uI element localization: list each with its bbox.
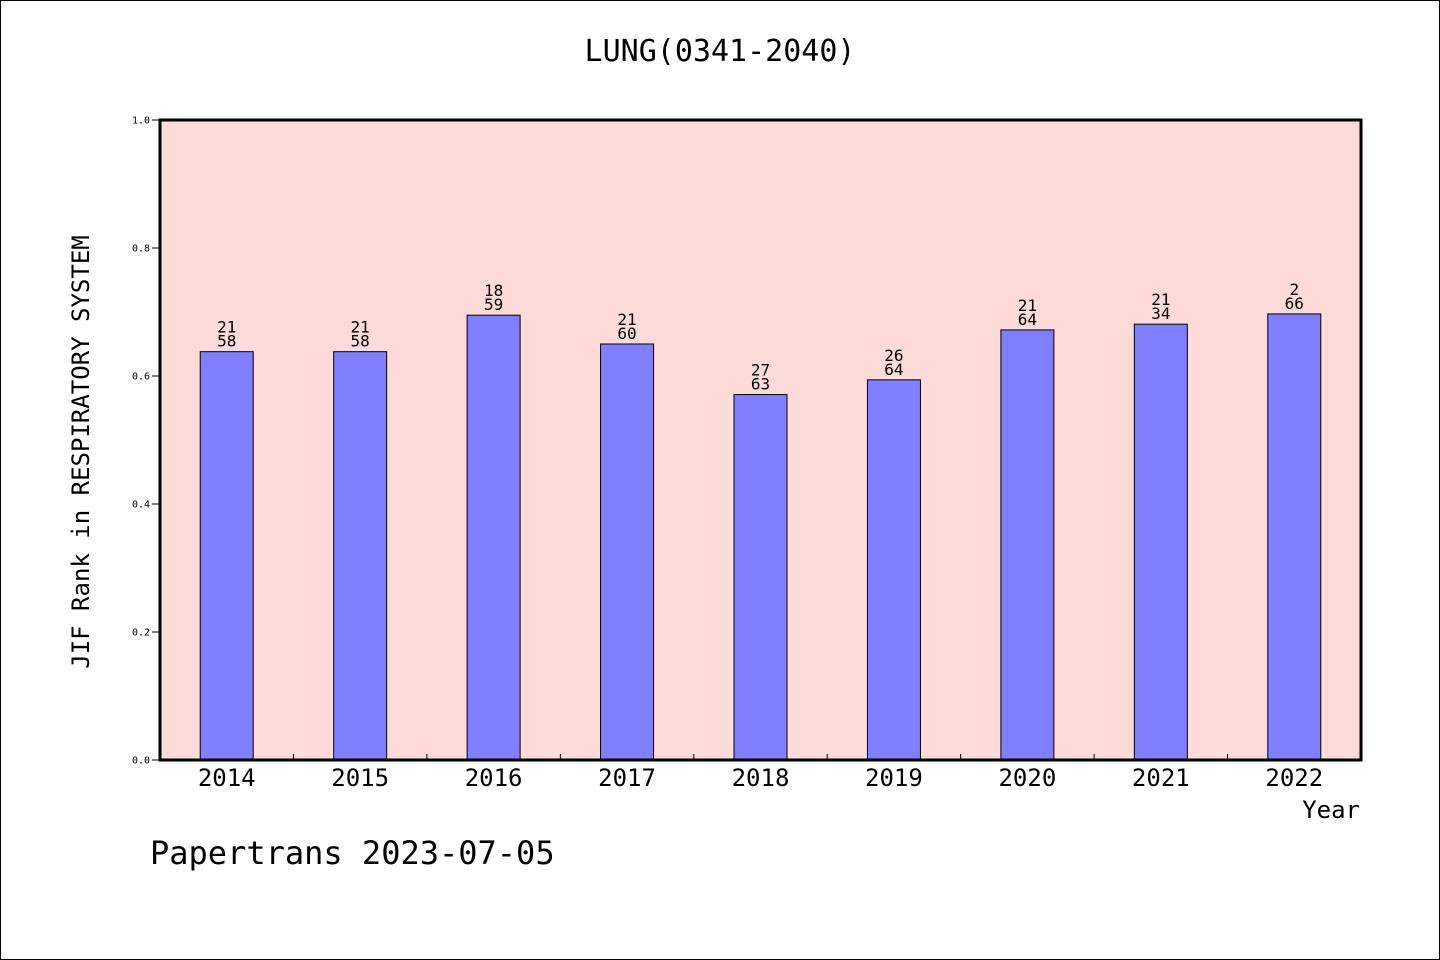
y-tick-label: 0.6 [132, 372, 150, 383]
rank-label-top: 21 [217, 318, 236, 337]
rank-label-top: 21 [1018, 296, 1037, 315]
bar-2017 [600, 343, 655, 761]
bar-2021 [1133, 323, 1188, 761]
chart-title: LUNG(0341-2040) [584, 34, 856, 69]
y-tick-label: 0.8 [132, 244, 150, 255]
x-tick-label: 2014 [198, 764, 256, 792]
rank-label-bottom: 34 [1151, 304, 1170, 323]
rank-label-bottom: 59 [484, 295, 503, 314]
bar-2018 [733, 394, 788, 761]
x-axis-label: Year [1302, 796, 1360, 824]
y-tick-label: 0.4 [132, 500, 150, 511]
rank-label-top: 21 [1151, 290, 1170, 309]
rank-label-bottom: 64 [1018, 310, 1037, 329]
rank-label-bottom: 66 [1285, 294, 1304, 313]
x-tick-label: 2022 [1265, 764, 1323, 792]
rank-label-top: 26 [884, 346, 903, 365]
y-tick-label: 0.2 [132, 628, 150, 639]
bar-2014 [199, 351, 254, 761]
rank-label-top: 18 [484, 281, 503, 300]
rank-label-top: 21 [617, 310, 636, 329]
bar-2015 [333, 351, 388, 761]
rank-label-top: 21 [351, 318, 370, 337]
x-tick-label: 2021 [1132, 764, 1190, 792]
bar-2019 [866, 379, 921, 761]
x-tick-label: 2020 [998, 764, 1056, 792]
bar-2022 [1267, 313, 1322, 761]
y-tick-label: 0.0 [132, 756, 150, 767]
rank-label-bottom: 63 [751, 375, 770, 394]
y-tick-label: 1.0 [132, 116, 150, 127]
bar-2020 [1000, 329, 1055, 761]
rank-label-top: 27 [751, 361, 770, 380]
rank-label-bottom: 58 [351, 332, 370, 351]
plot-border [158, 118, 1363, 762]
x-tick-label: 2019 [865, 764, 923, 792]
rank-label-bottom: 58 [217, 332, 236, 351]
rank-label-top: 2 [1289, 280, 1299, 299]
x-tick-label: 2018 [732, 764, 790, 792]
x-tick-label: 2016 [465, 764, 523, 792]
rank-label-bottom: 64 [884, 360, 903, 379]
x-tick-label: 2017 [598, 764, 656, 792]
bar-2016 [466, 314, 521, 761]
footer-stamp: Papertrans 2023-07-05 [150, 834, 555, 872]
y-axis-label: JIF Rank in RESPIRATORY SYSTEM [67, 235, 95, 669]
rank-label-bottom: 60 [617, 324, 636, 343]
x-tick-label: 2015 [331, 764, 389, 792]
